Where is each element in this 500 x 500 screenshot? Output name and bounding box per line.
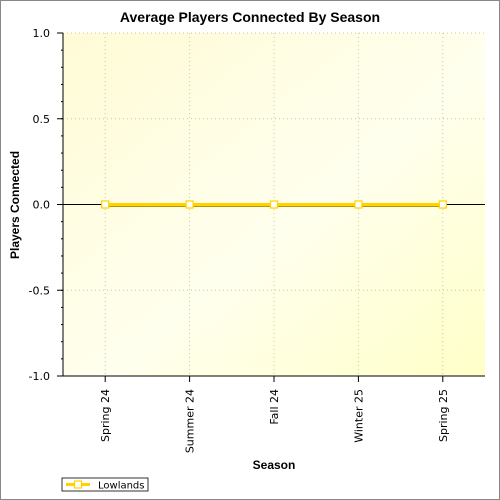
y-tick-label: 1.0 [33,27,51,40]
y-tick-label: -1.0 [29,370,50,383]
x-tick-label: Winter 25 [352,389,365,443]
data-point [185,200,194,209]
legend-box [61,477,149,492]
y-tick-label: 0.5 [33,113,51,126]
data-point [354,200,363,209]
x-tick-label: Summer 24 [184,389,197,453]
x-tick-label: Spring 25 [437,389,450,442]
y-axis: 1.0 0.5 0.0 -0.5 -1.0 [29,27,64,383]
series-layer [101,200,447,209]
chart-title: Average Players Connected By Season [120,9,380,25]
legend-entry-lowlands: Lowlands [98,481,145,492]
legend-swatch-marker [73,480,83,489]
y-axis-label: Players Connected [8,151,22,259]
x-tick-label: Fall 24 [268,389,281,425]
x-tick-label: Spring 24 [99,389,112,442]
data-point [438,200,447,209]
data-point [269,200,279,209]
x-axis-label: Season [253,458,296,472]
data-point [101,200,110,209]
x-axis: Spring 24 Summer 24 Fall 24 Winter 25 Spring… [63,375,485,453]
y-tick-label: 0.0 [33,199,51,212]
legend: Lowlands [61,477,149,492]
y-tick-label: -0.5 [29,284,50,297]
